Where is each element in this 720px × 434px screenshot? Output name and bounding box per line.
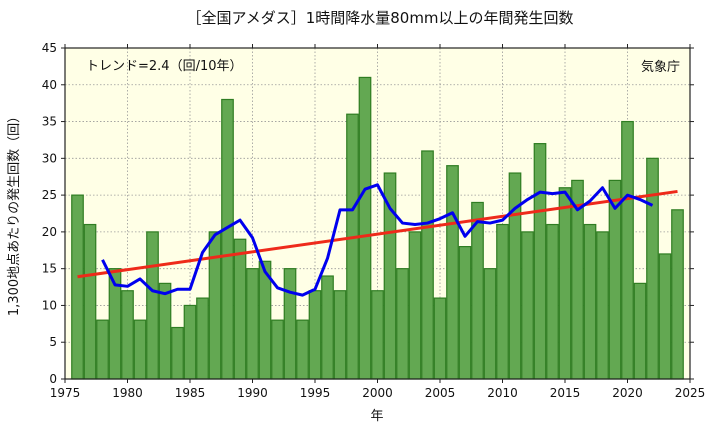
bar-2002 [396,268,409,380]
y-axis: 0 5 10 15 20 25 30 35 40 45 [42,41,694,386]
y-tick-label: 30 [42,151,57,165]
bar-1984 [171,326,184,380]
bar-2010 [496,223,509,380]
x-tick-label: 1975 [50,386,81,400]
bar-2005 [433,297,447,380]
bar-2019 [608,179,622,380]
bar-2022 [646,157,659,380]
bar-2015 [558,187,572,380]
y-tick-label: 25 [42,188,57,202]
y-tick-label: 20 [42,225,57,239]
bar-2023 [658,253,672,380]
x-tick-label: 2020 [612,386,643,400]
bar-series [71,76,684,380]
bar-2009 [483,268,497,380]
bar-2020 [621,120,634,380]
bar-2017 [583,223,597,380]
bar-1980 [121,290,134,380]
bar-1999 [358,76,372,380]
x-tick-label: 2010 [487,386,518,400]
bar-2013 [533,143,547,380]
x-tick-label: 1990 [237,386,268,400]
bar-1997 [333,290,347,380]
y-tick-label: 0 [49,372,57,386]
moving-average-line [101,183,654,297]
y-tick-label: 45 [42,41,57,55]
bar-1976 [71,194,84,380]
bar-1982 [146,231,159,380]
x-tick-label: 2025 [675,386,706,400]
bar-1985 [183,304,197,380]
y-tick-label: 5 [49,335,57,349]
y-tick-label: 40 [42,78,57,92]
x-tick-label: 1985 [175,386,206,400]
bar-1989 [233,238,247,380]
bar-2000 [371,290,384,380]
y-tick-label: 10 [42,298,57,312]
chart-title: ［全国アメダス］1時間降水量80mm以上の年間発生回数 [186,9,573,27]
x-tick-label: 2015 [550,386,581,400]
y-axis-label: 1,300地点あたりの発生回数（回） [7,110,22,316]
bar-2018 [596,231,609,380]
source-label: 気象庁 [641,59,680,75]
bar-1981 [133,319,147,380]
y-tick-label: 35 [42,115,57,129]
bar-2012 [521,231,534,380]
bar-1994 [296,319,309,380]
x-tick-label: 2005 [425,386,456,400]
bar-1977 [83,223,97,380]
bar-1987 [208,231,222,380]
trend-label: トレンド=2.4（回/10年） [86,59,243,74]
trend-line [77,189,678,279]
bar-1986 [196,297,209,380]
bar-1990 [246,268,259,380]
bar-1998 [346,113,359,380]
x-tick-label: 1995 [300,386,331,400]
x-tick-label: 2000 [362,386,393,400]
bar-1978 [96,319,109,380]
bar-2006 [446,165,459,380]
bar-1992 [271,319,284,380]
bar-2024 [671,209,684,380]
x-tick-label: 1980 [112,386,143,400]
bar-2008 [471,201,484,380]
x-axis-label: 年 [370,409,383,424]
bar-1996 [321,275,334,380]
bar-1995 [308,290,322,380]
bar-2007 [458,246,472,380]
bar-1993 [283,268,297,380]
bar-2004 [421,150,434,380]
bar-1988 [221,98,234,380]
bar-2021 [633,282,647,380]
x-axis: 1975 1980 1985 1990 1995 2000 2005 2010 2015 2020… [50,44,706,400]
bar-1983 [158,282,172,380]
bar-2014 [546,223,559,380]
y-tick-label: 15 [42,262,57,276]
bar-2003 [408,231,422,380]
